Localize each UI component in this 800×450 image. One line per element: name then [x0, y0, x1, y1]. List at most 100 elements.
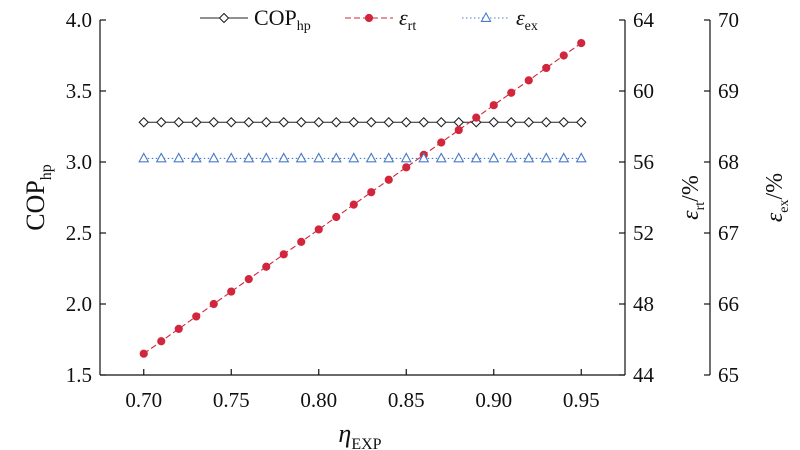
cop-point: [523, 116, 535, 128]
cop-point: [190, 116, 202, 128]
rt-point: [437, 138, 446, 147]
x-axis-title: ηEXP: [338, 419, 381, 450]
ex-point: [278, 152, 290, 163]
cop-point: [400, 116, 412, 128]
x-tick-label: 0.80: [300, 388, 337, 412]
legend: COPhp εrt εex: [200, 5, 538, 34]
cop-point: [260, 116, 272, 128]
ex-point: [523, 152, 535, 163]
rt-point: [332, 212, 341, 222]
x-tick-label: 0.75: [213, 388, 250, 412]
ex-point: [418, 152, 430, 163]
rt-series: [139, 38, 586, 358]
rt-point: [402, 163, 411, 172]
cop-tick-label: 4.0: [66, 8, 92, 32]
rt-point: [364, 13, 374, 23]
ex-point: [190, 152, 202, 163]
ex-point: [383, 152, 395, 163]
ex-series: [138, 152, 587, 163]
rt-point: [209, 299, 218, 309]
rt-tick-label: 44: [633, 363, 655, 387]
rt-point: [227, 287, 236, 296]
rt-tick-label: 48: [633, 292, 654, 316]
cop-tick-label: 1.5: [66, 363, 92, 387]
cop-point: [155, 116, 167, 128]
cop-tick-label: 3.0: [66, 150, 92, 174]
ex-point: [400, 152, 412, 163]
ex-point: [435, 152, 447, 163]
axis-titles: ηEXP COPhp εrt/% εex/%: [21, 164, 792, 450]
legend-item-rt: εrt: [345, 5, 416, 34]
legend-label: COPhp: [254, 5, 311, 34]
cop-point: [540, 116, 552, 128]
rt-point: [489, 101, 498, 110]
ex-point: [540, 152, 552, 163]
ex-tick-label: 69: [718, 79, 739, 103]
ex-point: [470, 152, 482, 163]
ex-tick-label: 67: [718, 221, 739, 245]
cop-series: [138, 116, 587, 128]
rt-axis-title: εrt/%: [678, 175, 708, 220]
ex-tick-label: 70: [718, 8, 739, 32]
ex-point: [155, 152, 167, 163]
ex-point: [365, 152, 377, 163]
cop-tick-label: 3.5: [66, 79, 92, 103]
cop-point: [575, 116, 587, 128]
rt-point: [279, 250, 288, 259]
ex-point: [243, 152, 255, 163]
rt-tick-label: 64: [633, 8, 655, 32]
rt-point: [297, 237, 306, 246]
cop-point: [173, 116, 185, 128]
rt-point: [577, 38, 586, 48]
rt-point: [139, 349, 148, 358]
legend-item-ex: εex: [462, 5, 538, 34]
axis-ticks: 0.70 0.75 0.80 0.85 0.90 0.95 1.5 2.0 2.5 3.0 3.5 4…: [66, 8, 739, 412]
cop-point: [348, 116, 360, 128]
cop-point: [243, 116, 255, 128]
cop-tick-label: 2.0: [66, 292, 92, 316]
cop-point: [225, 116, 237, 128]
rt-point: [559, 51, 568, 60]
cop-point: [330, 116, 342, 128]
ex-point: [505, 152, 517, 163]
cop-point: [208, 116, 220, 128]
ex-point: [313, 152, 325, 163]
rt-point: [472, 113, 481, 122]
rt-point: [349, 200, 358, 209]
cop-point: [488, 116, 500, 128]
rt-tick-label: 52: [633, 221, 654, 245]
ex-point: [138, 152, 150, 163]
rt-point: [454, 125, 463, 135]
rt-point: [174, 324, 183, 333]
rt-point: [524, 76, 533, 85]
ex-point: [348, 152, 360, 163]
rt-line: [143, 42, 582, 355]
cop-point: [218, 12, 230, 24]
cop-point: [138, 116, 150, 128]
cop-point: [558, 116, 570, 128]
plot-frame: [99, 20, 711, 376]
cop-point: [313, 116, 325, 128]
rt-point: [192, 312, 201, 321]
x-tick-label: 0.90: [475, 388, 512, 412]
rt-point: [384, 175, 393, 184]
cop-point: [383, 116, 395, 128]
rt-point: [157, 337, 166, 346]
cop-point: [295, 116, 307, 128]
rt-point: [262, 262, 271, 271]
ex-point: [295, 152, 307, 163]
cop-point: [278, 116, 290, 128]
rt-point: [244, 275, 253, 284]
cop-point: [505, 116, 517, 128]
ex-point: [260, 152, 272, 163]
rt-point: [542, 63, 551, 73]
rt-tick-label: 56: [633, 150, 654, 174]
rt-point: [367, 188, 376, 197]
legend-label: εex: [516, 5, 538, 34]
ex-point: [208, 152, 220, 163]
rt-point: [507, 88, 516, 97]
rt-point: [314, 225, 323, 234]
cop-point: [435, 116, 447, 128]
cop-point: [418, 116, 430, 128]
